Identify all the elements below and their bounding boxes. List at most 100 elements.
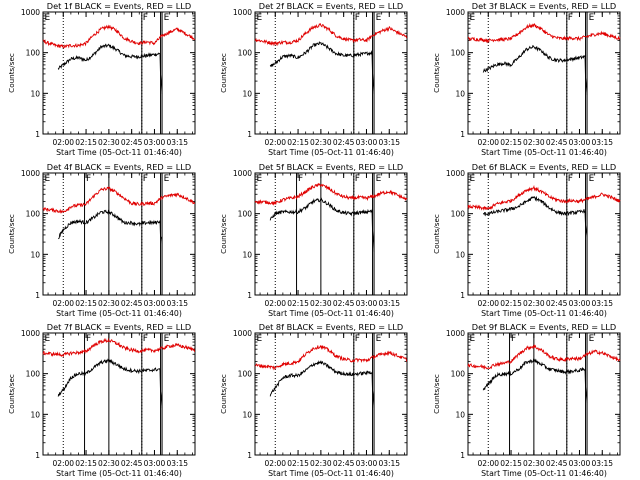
panel-title: Det 6f BLACK = Events, RED = LLD <box>472 162 616 172</box>
x-tick-label: 02:00 <box>264 299 286 308</box>
x-tick-label: 03:00 <box>144 138 166 147</box>
x-tick-label: 02:30 <box>523 138 545 147</box>
series-line-lld <box>254 344 408 371</box>
plot-frame <box>254 172 408 296</box>
y-tick-label: 100 <box>451 370 466 379</box>
marker-letter: F <box>143 334 148 344</box>
x-tick-label: 02:30 <box>98 299 120 308</box>
panel-title: Det 9f BLACK = Events, RED = LLD <box>472 322 616 332</box>
x-tick-label: 03:00 <box>569 138 591 147</box>
marker-letter: F <box>86 174 91 184</box>
marker-letter: E <box>45 13 51 23</box>
x-tick-label: 02:15 <box>287 459 309 468</box>
y-tick-label: 100 <box>238 49 253 58</box>
x-tick-label: 02:45 <box>333 138 355 147</box>
x-tick-label: 02:15 <box>75 138 97 147</box>
series-line-lld <box>254 182 408 206</box>
x-tick-label: 02:30 <box>98 138 120 147</box>
x-tick-label: 02:45 <box>121 138 143 147</box>
marker-letter: F <box>355 174 360 184</box>
marker-letter: E <box>164 174 170 184</box>
plot-frame <box>42 172 196 296</box>
marker-letter: E <box>470 334 476 344</box>
y-axis-label: Counts/sec <box>219 374 228 414</box>
y-tick-label: 100 <box>238 370 253 379</box>
x-tick-label: 02:15 <box>500 299 522 308</box>
x-tick-label: 03:00 <box>356 459 378 468</box>
marker-letter: E <box>470 174 476 184</box>
y-tick-label: 10 <box>455 89 465 98</box>
panel-title: Det 2f BLACK = Events, RED = LLD <box>259 1 403 11</box>
y-tick-label: 10 <box>455 410 465 419</box>
y-tick-label: 1 <box>35 291 40 300</box>
y-tick-label: 10 <box>30 410 40 419</box>
y-tick-label: 1 <box>460 291 465 300</box>
x-tick-label: 03:00 <box>144 299 166 308</box>
series-line-lld <box>42 24 196 49</box>
y-tick-label: 10 <box>30 250 40 259</box>
x-tick-label: 02:00 <box>52 459 74 468</box>
y-tick-label: 100 <box>26 370 41 379</box>
x-tick-label: 02:30 <box>98 459 120 468</box>
series-line-events <box>269 360 375 408</box>
x-tick-label: 02:15 <box>75 299 97 308</box>
marker-letter: E <box>470 13 476 23</box>
x-tick-label: 02:45 <box>546 138 568 147</box>
x-tick-label: 03:15 <box>378 138 400 147</box>
panel-title: Det 5f BLACK = Events, RED = LLD <box>259 162 403 172</box>
marker-letter: E <box>45 174 51 184</box>
series-line-events <box>482 44 588 95</box>
x-tick-label: 03:00 <box>144 459 166 468</box>
panel-title: Det 3f BLACK = Events, RED = LLD <box>472 1 616 11</box>
x-axis-label: Start Time (05-Oct-11 01:46:40) <box>481 148 607 157</box>
marker-letter: F <box>86 334 91 344</box>
marker-letter: E <box>164 334 170 344</box>
marker-letter: E <box>45 334 51 344</box>
series-line-events <box>269 197 375 252</box>
series-line-events <box>57 358 163 409</box>
x-tick-label: 02:00 <box>477 459 499 468</box>
marker-letter: F <box>355 13 360 23</box>
marker-letter: E <box>589 13 595 23</box>
marker-letter: E <box>589 174 595 184</box>
y-tick-label: 1 <box>247 451 252 460</box>
marker-letter: F <box>143 174 148 184</box>
y-tick-label: 1 <box>35 130 40 139</box>
y-tick-label: 10 <box>242 250 252 259</box>
plot-frame <box>42 332 196 456</box>
y-tick-label: 1000 <box>233 329 252 338</box>
panel-det-5: Det 5f BLACK = Events, RED = LLD 1 10 100 10… <box>219 162 408 318</box>
series-line-events <box>482 195 588 237</box>
y-tick-label: 1 <box>35 451 40 460</box>
x-tick-label: 03:15 <box>166 459 188 468</box>
panel-det-6: Det 6f BLACK = Events, RED = LLD 1 10 100 10… <box>432 162 621 318</box>
x-tick-label: 03:15 <box>166 299 188 308</box>
x-axis-label: Start Time (05-Oct-11 01:46:40) <box>268 309 394 318</box>
y-tick-label: 1 <box>460 130 465 139</box>
x-tick-label: 02:15 <box>75 459 97 468</box>
plot-frame <box>254 332 408 456</box>
x-tick-label: 03:15 <box>166 138 188 147</box>
y-tick-label: 100 <box>451 49 466 58</box>
x-tick-label: 02:15 <box>287 299 309 308</box>
x-tick-label: 02:00 <box>477 138 499 147</box>
marker-letter: E <box>376 13 382 23</box>
x-tick-label: 02:00 <box>477 299 499 308</box>
x-tick-label: 02:30 <box>310 459 332 468</box>
x-tick-label: 02:00 <box>52 138 74 147</box>
x-tick-label: 02:15 <box>500 459 522 468</box>
x-tick-label: 02:45 <box>546 299 568 308</box>
plot-frame <box>467 172 621 296</box>
marker-letter: E <box>376 334 382 344</box>
y-tick-label: 10 <box>242 410 252 419</box>
x-tick-label: 02:45 <box>333 459 355 468</box>
x-axis-label: Start Time (05-Oct-11 01:46:40) <box>268 469 394 478</box>
series-line-lld <box>467 22 621 44</box>
x-tick-label: 03:00 <box>356 299 378 308</box>
series-line-lld <box>467 344 621 371</box>
x-tick-label: 03:15 <box>378 459 400 468</box>
y-tick-label: 1000 <box>446 8 465 17</box>
x-tick-label: 03:00 <box>569 459 591 468</box>
marker-letter: E <box>257 13 263 23</box>
panel-det-3: Det 3f BLACK = Events, RED = LLD 1 10 100 10… <box>432 1 621 157</box>
